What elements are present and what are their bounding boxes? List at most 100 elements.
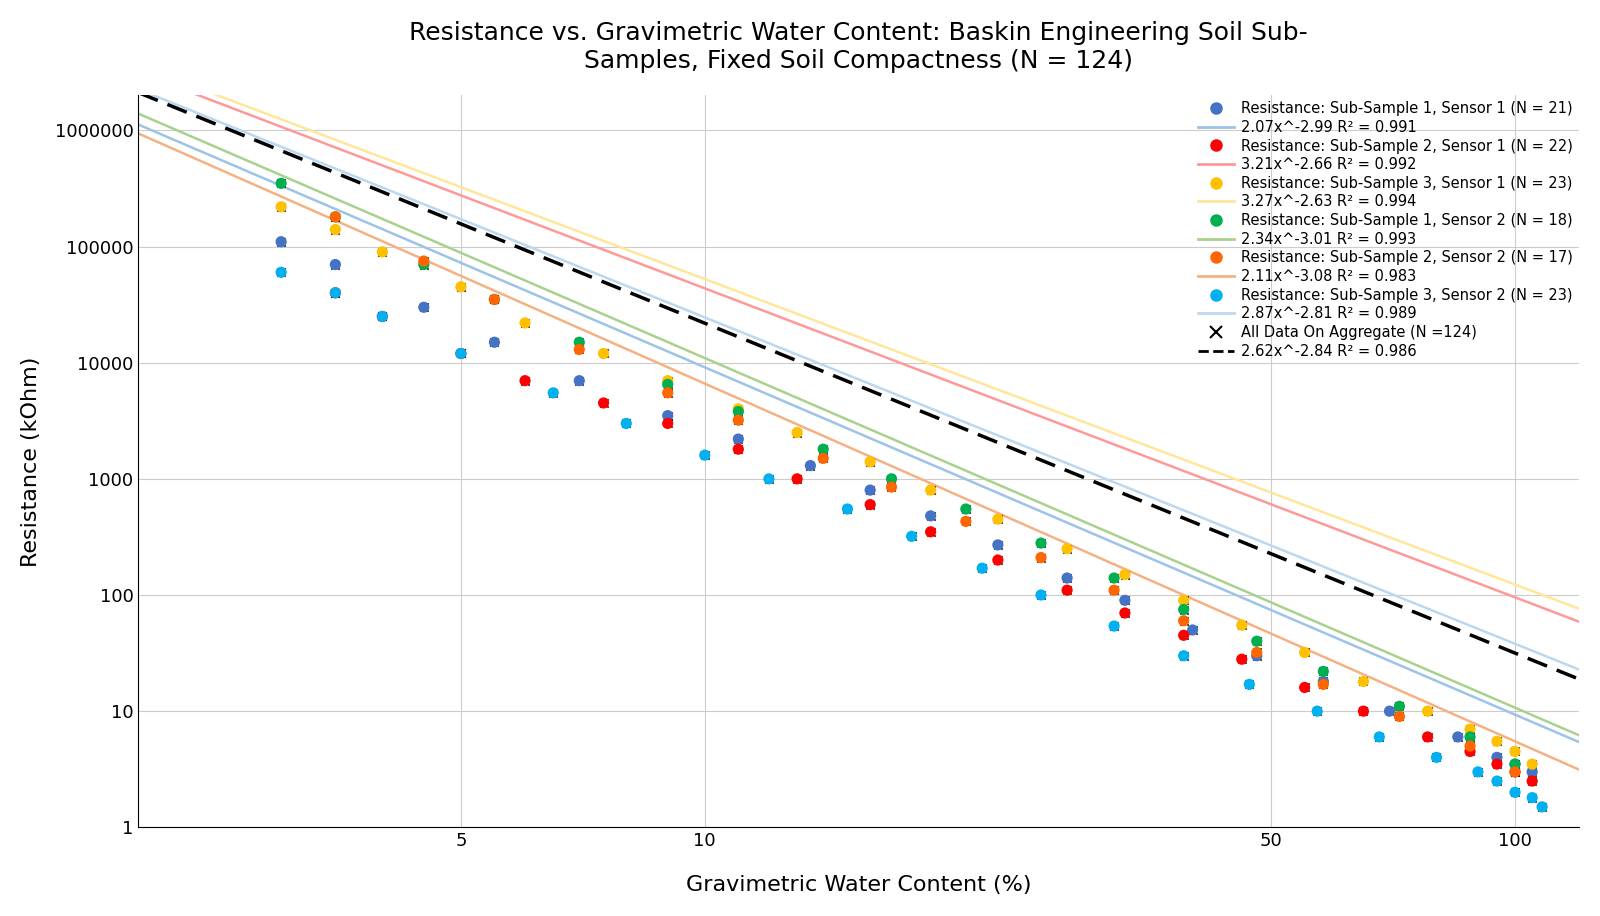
Point xyxy=(725,442,750,456)
Point xyxy=(1310,674,1336,689)
Point xyxy=(323,286,349,300)
Point xyxy=(1350,703,1376,718)
Point xyxy=(1458,739,1483,754)
Point xyxy=(1387,709,1413,724)
Point xyxy=(1458,722,1483,736)
Point xyxy=(1366,729,1392,744)
Point xyxy=(1171,593,1197,607)
Point xyxy=(448,346,474,361)
Point xyxy=(858,497,883,512)
Point xyxy=(1029,588,1054,603)
Point xyxy=(835,502,861,517)
Point xyxy=(954,502,979,517)
Point xyxy=(954,502,979,517)
Point xyxy=(1485,750,1510,765)
Point xyxy=(1029,551,1054,565)
Point xyxy=(1520,765,1546,780)
Point xyxy=(1466,765,1491,780)
Point xyxy=(323,286,349,300)
Point xyxy=(1376,703,1402,718)
Point xyxy=(1502,765,1528,780)
Point xyxy=(1304,703,1330,718)
Point xyxy=(725,431,750,446)
Point xyxy=(691,448,717,463)
Point xyxy=(1502,757,1528,771)
Point xyxy=(1310,677,1336,692)
Point xyxy=(1179,623,1205,638)
Point xyxy=(1458,744,1483,758)
Point xyxy=(1502,785,1528,800)
Point xyxy=(784,472,810,486)
Point xyxy=(323,286,349,300)
Point xyxy=(1054,571,1080,585)
Point xyxy=(1237,677,1262,692)
Point xyxy=(1350,703,1376,718)
Point xyxy=(370,309,395,323)
Point xyxy=(1029,536,1054,551)
Point xyxy=(1376,703,1402,718)
Point xyxy=(1229,617,1254,632)
Point xyxy=(590,346,616,361)
Point xyxy=(1485,774,1510,789)
Point xyxy=(1310,677,1336,692)
Point xyxy=(323,210,349,224)
Point xyxy=(1171,649,1197,663)
Point xyxy=(323,223,349,237)
Point xyxy=(858,483,883,497)
Point xyxy=(757,472,782,486)
Point xyxy=(954,514,979,529)
Point xyxy=(1387,709,1413,724)
Point xyxy=(1502,765,1528,780)
Point xyxy=(986,552,1011,567)
Point xyxy=(986,538,1011,552)
Point xyxy=(1466,765,1491,780)
Point xyxy=(370,245,395,259)
Point xyxy=(725,413,750,428)
Point xyxy=(1112,593,1138,607)
Point xyxy=(1530,800,1555,814)
Point xyxy=(784,472,810,486)
Point xyxy=(411,300,437,314)
Point xyxy=(1520,791,1546,805)
Point xyxy=(654,377,680,392)
Point xyxy=(1350,674,1376,689)
Point xyxy=(1458,722,1483,736)
Point xyxy=(858,454,883,469)
Point xyxy=(1101,583,1126,597)
Point xyxy=(797,458,822,473)
Point xyxy=(725,401,750,416)
Point xyxy=(1101,618,1126,633)
Point xyxy=(1054,541,1080,556)
Point xyxy=(654,374,680,388)
Point xyxy=(269,200,294,214)
Point xyxy=(1502,757,1528,771)
Point xyxy=(1310,674,1336,689)
Point xyxy=(613,416,638,431)
Point xyxy=(810,451,835,465)
Point xyxy=(1485,750,1510,765)
Point xyxy=(1502,765,1528,780)
Point xyxy=(725,431,750,446)
Point xyxy=(541,386,566,400)
Point xyxy=(1171,628,1197,643)
Point xyxy=(1502,757,1528,771)
Point xyxy=(725,404,750,419)
Point xyxy=(691,448,717,463)
Point xyxy=(323,223,349,237)
Point xyxy=(1424,750,1450,765)
Point xyxy=(1101,571,1126,585)
Point xyxy=(654,409,680,423)
Point xyxy=(1485,774,1510,789)
Point xyxy=(757,472,782,486)
Point xyxy=(370,309,395,323)
Point xyxy=(541,386,566,400)
Point xyxy=(1424,750,1450,765)
Point xyxy=(835,502,861,517)
Point xyxy=(1502,744,1528,758)
Point xyxy=(1485,734,1510,748)
Point xyxy=(1101,618,1126,633)
Point xyxy=(370,309,395,323)
Point xyxy=(1054,583,1080,597)
Point xyxy=(1243,645,1269,660)
Point xyxy=(411,254,437,268)
